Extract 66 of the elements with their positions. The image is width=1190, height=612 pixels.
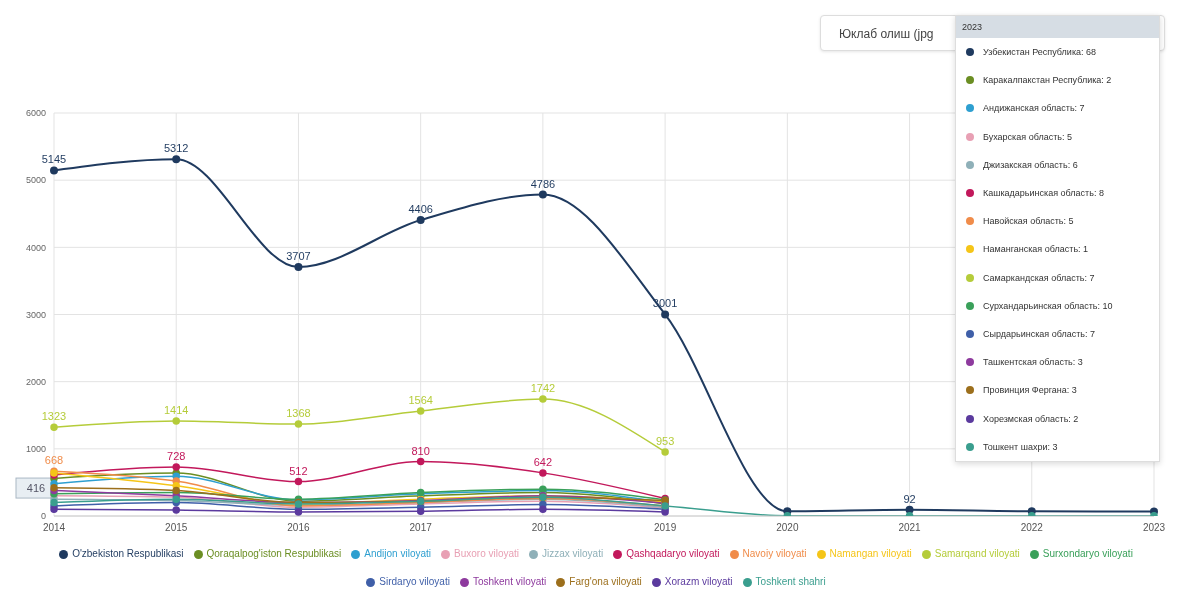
annotation: Навойская область: 5 — [983, 216, 1074, 227]
data-label: 4406 — [408, 203, 433, 216]
x-tick-label: 2017 — [409, 522, 433, 534]
data-label: 4786 — [530, 177, 556, 190]
annotation: Джизакская область: 6 — [983, 159, 1078, 170]
text: Узбекистан Республика: 68 — [983, 47, 1097, 58]
legend-label: Buxoro viloyati — [454, 548, 520, 559]
x-tick-label: 2014 — [42, 522, 66, 534]
y-tick-label: 1000 — [25, 444, 46, 455]
annotation: Самаркандская область: 7 — [983, 272, 1095, 283]
annotation: Ташкентская область: 3 — [983, 357, 1083, 368]
legend-label: Samarqand viloyati — [934, 548, 1020, 559]
y-tick-label: 0 — [40, 511, 46, 522]
y-tick-label: 2000 — [25, 376, 46, 387]
annotation: Тошкент шахри: 3 — [983, 441, 1058, 452]
data-label: 5312 — [163, 142, 189, 155]
legend-label: Qoraqalpog'iston Respublikasi — [206, 548, 342, 559]
annotation: Бухарская область: 5 — [983, 131, 1072, 142]
legend-label: Toshkent shahri — [755, 576, 826, 587]
annotation: Провинция Фергана: 3 — [983, 385, 1077, 396]
data-label: 810 — [411, 444, 430, 457]
annotation: 416 — [26, 482, 46, 495]
legend-label: Navoiy viloyati — [742, 548, 807, 559]
y-tick-label: 4000 — [25, 242, 46, 253]
x-tick-label: 2019 — [653, 522, 677, 534]
data-label: 92 — [903, 492, 916, 505]
legend-label: Namangan viloyati — [829, 548, 912, 559]
x-tick-label: 2020 — [776, 522, 799, 534]
data-label: 728 — [167, 450, 186, 463]
annotation: Кашкадарьинская область: 8 — [983, 188, 1104, 199]
legend-label: Xorazm viloyati — [664, 576, 733, 587]
data-label: 1323 — [41, 410, 67, 423]
annotation: Хорезмская область: 2 — [983, 413, 1079, 424]
y-tick-label: 3000 — [25, 309, 46, 320]
x-tick-label: 2021 — [898, 522, 922, 534]
legend-label: Surxondaryo viloyati — [1042, 548, 1133, 559]
data-label: 3707 — [286, 250, 311, 263]
data-label: 1368 — [286, 407, 311, 420]
x-tick-label: 2023 — [1142, 522, 1166, 534]
legend-label: O'zbekiston Respublikasi — [72, 548, 184, 559]
annotation: Андижанская область: 7 — [983, 103, 1085, 114]
annotation: Сырдарьинская область: 7 — [983, 328, 1096, 339]
data-label: 1414 — [163, 404, 189, 417]
data-label: 5145 — [41, 153, 67, 166]
annotation: Сурхандарьинская область: 10 — [983, 300, 1113, 311]
annotation: Наманганская область: 1 — [983, 244, 1089, 255]
x-tick-label: 2015 — [165, 522, 188, 534]
data-label: 1742 — [530, 382, 556, 394]
data-label: 1564 — [408, 393, 433, 406]
data-label: 642 — [533, 455, 553, 468]
x-tick-label: 2022 — [1020, 522, 1044, 534]
legend-label: Farg'ona viloyati — [569, 576, 642, 587]
legend-label: Sirdaryo viloyati — [379, 576, 450, 587]
data-label: 953 — [655, 434, 675, 447]
data-label: 668 — [44, 454, 64, 467]
legend-label: Toshkent viloyati — [472, 576, 547, 587]
data-label: 512 — [289, 464, 308, 477]
text: 2023 — [962, 22, 983, 32]
x-tick-label: 2016 — [287, 522, 310, 534]
y-tick-label: 6000 — [25, 108, 46, 119]
legend-label: Jizzax viloyati — [542, 548, 604, 559]
legend-label: Qashqadaryo viloyati — [626, 548, 720, 559]
text: Каракалпакстан Республика: 2 — [983, 75, 1112, 86]
legend-label: Andijon viloyati — [364, 548, 432, 559]
x-tick-label: 2018 — [531, 522, 555, 534]
y-tick-label: 5000 — [25, 175, 46, 186]
